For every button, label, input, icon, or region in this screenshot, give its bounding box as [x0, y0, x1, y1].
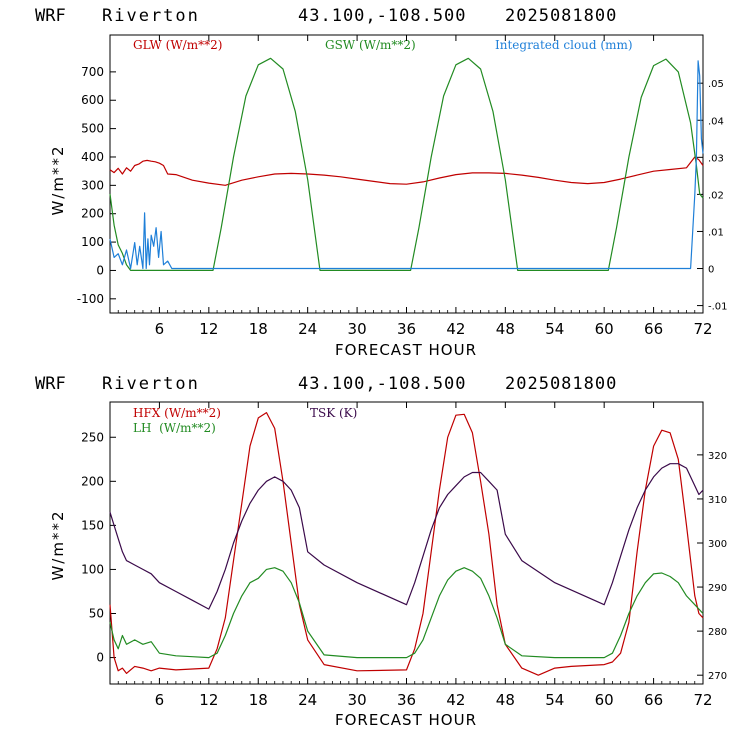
panel1-date-label: 2025081800: [505, 6, 617, 26]
panel1-xlabel: FORECAST HOUR: [335, 341, 477, 359]
panel1-legend-cloud: Integrated cloud (mm): [495, 38, 633, 52]
panel1-header: WRF Riverton 43.100,-108.500 2025081800: [35, 6, 617, 26]
panel2-series-2: [109, 463, 704, 610]
panel2-ylabel: W/m**2: [49, 509, 67, 580]
panel1-xtick-label: 60: [595, 320, 614, 338]
panel2-date-label: 2025081800: [505, 374, 617, 394]
panel1-xtick-label: 36: [397, 320, 416, 338]
panel1-xtick-label: 54: [545, 320, 564, 338]
panel1-xtick-label: 24: [298, 320, 317, 338]
panel1-series-2: [109, 60, 704, 270]
panel2-xtick-label: 66: [644, 691, 663, 709]
panel2-xtick-label: 42: [446, 691, 465, 709]
panel1-ytick-label: 300: [81, 178, 104, 192]
panel2-station-label: Riverton: [102, 374, 200, 394]
panel2-xtick-label: 36: [397, 691, 416, 709]
panel2-series-0: [109, 412, 704, 676]
panel2-coords-label: 43.100,-108.500: [298, 374, 467, 394]
panel1-ytick-label: 100: [81, 235, 104, 249]
panel1-axes: 6 12 18 24 30 36 42 48 54 60 66 72 -100 0 100 200 300 400…: [77, 35, 728, 338]
panel1-station-label: Riverton: [102, 6, 200, 26]
panel1-legend-glw: GLW (W/m**2): [133, 38, 222, 52]
panel2-ytick-label: 250: [81, 430, 104, 444]
panel1-ytick-label: 200: [81, 207, 104, 221]
panel1-ytick-label: 700: [81, 65, 104, 79]
panel2-ytick-label: 100: [81, 562, 104, 576]
panel1-coords-label: 43.100,-108.500: [298, 6, 467, 26]
panel2-ytick-label: 150: [81, 518, 104, 532]
panel2-xtick-label: 12: [199, 691, 218, 709]
panel1-rtick-label: -.01: [708, 302, 728, 313]
panel2-xtick-label: 72: [693, 691, 712, 709]
panel1-rtick-label: 0: [708, 265, 714, 276]
panel1-series-1: [109, 57, 704, 271]
panel2-legend-tsk: TSK (K): [310, 406, 357, 420]
panel1-rtick-label: .03: [708, 153, 724, 164]
panel2-xtick-label: 18: [249, 691, 268, 709]
panel1-ylabel: W/m**2: [49, 144, 67, 215]
panel1-rtick-label: .02: [708, 190, 724, 201]
panel2-xtick-label: 60: [595, 691, 614, 709]
panel2-legend: HFX (W/m**2) LH (W/m**2) TSK (K): [133, 406, 357, 435]
panel1-model-label: WRF: [35, 6, 66, 26]
panel1-legend-gsw: GSW (W/m**2): [325, 38, 416, 52]
panel1-ytick-label: -100: [77, 292, 104, 306]
panel1-xtick-label: 30: [348, 320, 367, 338]
panel1-xtick-label: 48: [496, 320, 515, 338]
panel2-legend-lh: LH (W/m**2): [133, 421, 216, 435]
panel1-xtick-label: 42: [446, 320, 465, 338]
panel2-rtick-label: 290: [708, 583, 727, 594]
panel2-rtick-label: 300: [708, 539, 727, 550]
panel2-xtick-label: 6: [155, 691, 165, 709]
panel1-frame: [109, 34, 704, 314]
panel2-rtick-label: 310: [708, 495, 727, 506]
panel1-ytick-label: 600: [81, 93, 104, 107]
panel1-xtick-label: 66: [644, 320, 663, 338]
panel1-xtick-label: 72: [693, 320, 712, 338]
panel1-xtick-label: 18: [249, 320, 268, 338]
panel2-ytick-label: 200: [81, 474, 104, 488]
panel2-axes: 6 12 18 24 30 36 42 48 54 60 66 72 0 50 100 150 200 250 27…: [81, 402, 727, 709]
panel1-ytick-label: 0: [96, 263, 104, 277]
panel2-model-label: WRF: [35, 374, 66, 394]
panel2-xtick-label: 30: [348, 691, 367, 709]
panel2-xlabel: FORECAST HOUR: [335, 711, 477, 729]
panel2-series: [109, 412, 704, 676]
panel1-xtick-label: 6: [155, 320, 165, 338]
panel1-xtick-label: 12: [199, 320, 218, 338]
panel2-rtick-label: 280: [708, 627, 727, 638]
panel2-xtick-label: 54: [545, 691, 564, 709]
panel2-frame: [109, 401, 704, 685]
panel2-header: WRF Riverton 43.100,-108.500 2025081800: [35, 374, 617, 394]
panel2-xtick-label: 48: [496, 691, 515, 709]
panel2-xtick-label: 24: [298, 691, 317, 709]
panel1-ytick-label: 400: [81, 150, 104, 164]
panel1-legend: GLW (W/m**2) GSW (W/m**2) Integrated clo…: [133, 38, 633, 52]
panel2-legend-hfx: HFX (W/m**2): [133, 406, 221, 420]
panel1-rtick-label: .01: [708, 227, 724, 238]
panel1-series-0: [109, 156, 704, 186]
panel2-rtick-label: 320: [708, 451, 727, 462]
panel2-rtick-label: 270: [708, 671, 727, 682]
panel1-rtick-label: .04: [708, 116, 724, 127]
panel2-ytick-label: 0: [96, 651, 104, 665]
panel1-ytick-label: 500: [81, 122, 104, 136]
panel2-ytick-label: 50: [89, 607, 104, 621]
panel1-series: [109, 57, 704, 271]
panel1-rtick-label: .05: [708, 79, 724, 90]
panel2-series-1: [109, 567, 704, 659]
